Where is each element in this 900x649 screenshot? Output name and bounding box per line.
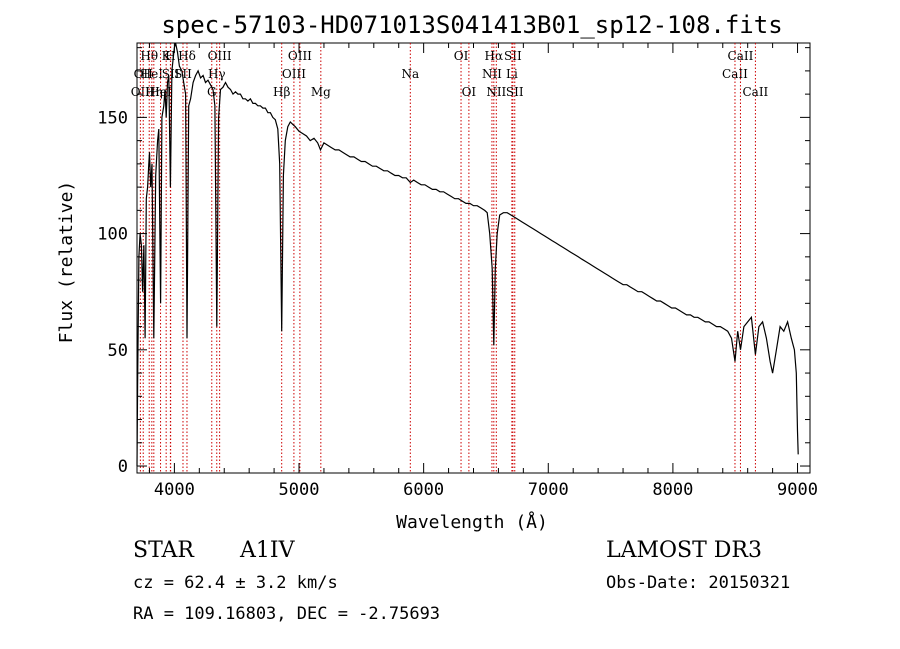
y-tick-label: 50 — [108, 341, 128, 361]
line-marker-label: CaII — [728, 49, 754, 63]
line-marker-label: Hα — [485, 49, 504, 63]
line-marker-label: OIII — [208, 49, 232, 63]
line-markers: OIIOIIHθHeIHηHeIKHSIIHδSIIGHγOIIIHβOIIIO… — [131, 43, 769, 473]
x-tick-label: 9000 — [777, 480, 818, 500]
line-marker-label: Mg — [311, 85, 331, 99]
x-tick-label: 7000 — [528, 480, 569, 500]
x-tick-label: 6000 — [403, 480, 444, 500]
line-marker-label: NII — [486, 85, 506, 99]
line-marker-label: HeI — [141, 67, 164, 81]
x-tick-label: 4000 — [154, 480, 195, 500]
line-marker-label: OI — [454, 49, 469, 63]
y-tick-label: 0 — [118, 457, 128, 477]
line-marker-label: Hθ — [140, 49, 158, 63]
observation-date: Obs-Date: 20150321 — [606, 573, 791, 593]
line-marker-label: OIII — [282, 67, 306, 81]
x-tick-label: 5000 — [279, 480, 320, 500]
plot-frame — [136, 42, 811, 474]
line-marker-label: Hγ — [208, 67, 226, 81]
line-marker-label: G — [207, 85, 217, 99]
line-marker-label: CaII — [742, 85, 768, 99]
line-marker-label: Hη — [145, 85, 163, 99]
line-marker-label: H — [165, 49, 175, 63]
line-marker-label: SII — [162, 67, 180, 81]
line-marker-label: OI — [462, 85, 477, 99]
line-marker-label: OII — [131, 85, 151, 99]
chart-title: spec-57103-HD071013S041413B01_sp12-108.f… — [161, 11, 782, 39]
line-marker-label: SII — [174, 67, 192, 81]
spectral-subclass: A1IV — [240, 538, 295, 563]
object-type: STAR — [133, 538, 194, 563]
axis-ticks: 4000 5000 6000 7000 8000 9000 0 50 100 150 — [97, 43, 818, 500]
line-marker-label: Hδ — [178, 49, 196, 63]
survey-name: LAMOST DR3 — [606, 538, 762, 563]
line-marker-label: Li — [506, 67, 518, 81]
line-marker-label: CaII — [722, 67, 748, 81]
line-marker-label: Na — [401, 67, 419, 81]
coordinates: RA = 109.16803, DEC = -2.75693 — [133, 604, 441, 624]
line-marker-label: K — [162, 49, 172, 63]
line-marker-label: SII — [506, 85, 524, 99]
x-axis-label: Wavelength (Å) — [396, 511, 548, 533]
line-marker-label: SII — [504, 49, 522, 63]
y-axis-label: Flux (relative) — [56, 181, 77, 344]
spectrum-line — [136, 42, 799, 467]
redshift-cz: cz = 62.4 ± 3.2 km/s — [133, 573, 338, 593]
x-tick-label: 8000 — [652, 480, 693, 500]
y-tick-label: 100 — [97, 225, 128, 245]
line-marker-label: Hβ — [273, 85, 290, 99]
y-tick-label: 150 — [97, 108, 128, 128]
line-marker-label: NII — [482, 67, 502, 81]
line-marker-label: OIII — [288, 49, 312, 63]
